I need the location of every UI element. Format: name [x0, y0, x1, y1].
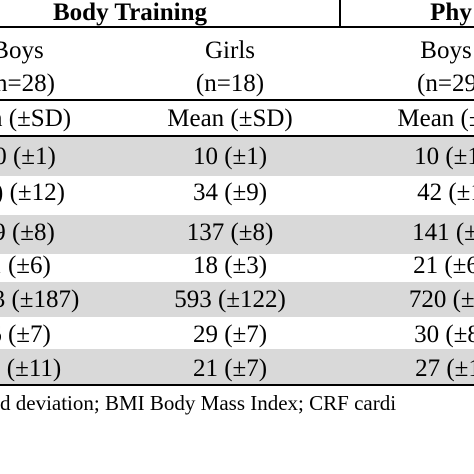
- col2-n: (n=18): [195, 70, 265, 97]
- row-shade-1: [0, 137, 474, 176]
- row5-col3: 720 (±1: [408, 286, 474, 313]
- row3-col2: 137 (±8): [186, 219, 274, 246]
- rule-under-n: [0, 99, 474, 101]
- row1-col3: 10 (±1: [414, 143, 474, 170]
- col2-stat-header: Mean (±SD): [167, 105, 293, 132]
- row1-col1: 0 (±1): [0, 143, 56, 170]
- row6-col2: 29 (±7): [192, 321, 268, 348]
- col1-sex: Boys: [0, 37, 44, 64]
- rule-table-bottom: [0, 384, 474, 386]
- col3-stat-header: Mean (±: [397, 105, 474, 132]
- row4-col2: 18 (±3): [192, 252, 268, 279]
- row-shade-3: [0, 215, 474, 254]
- col3-sex: Boys: [420, 37, 472, 64]
- row6-col3: 30 (±8: [414, 321, 474, 348]
- row3-col3: 141 (±: [412, 219, 474, 246]
- row6-col1: 6 (±7): [0, 321, 51, 348]
- row7-col2: 21 (±7): [192, 355, 268, 382]
- row-shade-7: [0, 349, 474, 384]
- group-header-physical: Phy: [430, 0, 472, 26]
- group-divider: [339, 0, 341, 26]
- row4-col3: 21 (±6: [413, 252, 474, 279]
- col3-n: (n=29: [417, 70, 474, 97]
- row2-col3: 42 (±1: [417, 179, 474, 206]
- row5-col2: 593 (±122): [174, 286, 286, 313]
- row7-col3: 27 (±1: [415, 355, 474, 382]
- row1-col2: 10 (±1): [192, 143, 268, 170]
- row7-col1: (±11): [6, 355, 62, 382]
- rule-under-group-header: [0, 26, 474, 28]
- row4-col1: 1 (±6): [0, 252, 51, 279]
- col2-sex: Girls: [205, 37, 255, 64]
- col1-n: n=28): [0, 70, 55, 97]
- row-shade-5: [0, 282, 474, 317]
- row2-col1: ) (±12): [0, 179, 65, 206]
- group-header-body-training: Body Training: [53, 0, 207, 26]
- col1-stat-header: an (±SD): [0, 105, 72, 132]
- row5-col1: 3 (±187): [0, 286, 80, 313]
- table-footnote: d deviation; BMI Body Mass Index; CRF ca…: [0, 391, 397, 415]
- row2-col2: 34 (±9): [192, 179, 268, 206]
- row3-col1: 9 (±8): [0, 219, 55, 246]
- rule-under-stat-header: [0, 135, 474, 137]
